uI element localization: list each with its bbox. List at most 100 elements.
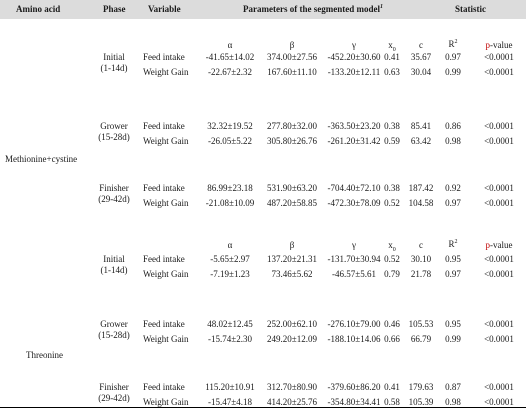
cell-x0: 0.52 — [384, 198, 400, 208]
cell-c: 63.42 — [410, 136, 432, 146]
param-header-gamma: γ — [352, 40, 356, 50]
cell-c: 30.10 — [410, 254, 432, 264]
cell-r2: 0.97 — [445, 269, 461, 279]
cell-c: 105.53 — [408, 319, 434, 329]
param-header-x0: x0 — [388, 40, 396, 53]
cell-beta: 305.80±26.76 — [267, 136, 317, 146]
cell-r2: 0.97 — [445, 198, 461, 208]
cell-variable: Weight Gain — [143, 334, 189, 344]
cell-p: <0.0001 — [484, 319, 514, 329]
cell-alpha: -26.05±5.22 — [208, 136, 252, 146]
cell-r2: 0.92 — [445, 183, 461, 193]
cell-p: <0.0001 — [484, 136, 514, 146]
cell-variable: Weight Gain — [143, 269, 189, 279]
cell-gamma: -363.50±23.20 — [327, 121, 381, 131]
cell-alpha: -5.65±2.97 — [210, 254, 250, 264]
cell-variable: Feed intake — [143, 183, 185, 193]
cell-gamma: -276.10±79.00 — [327, 319, 381, 329]
cell-c: 104.58 — [408, 198, 434, 208]
cell-variable: Weight Gain — [143, 136, 189, 146]
param-header-alpha: α — [227, 40, 233, 50]
cell-alpha: 32.32±19.52 — [207, 121, 253, 131]
param-header-pvalue: p-value — [485, 40, 513, 50]
cell-c: 30.04 — [410, 67, 432, 77]
param-header-beta: β — [289, 40, 295, 50]
cell-beta: 167.60±11.10 — [267, 67, 317, 77]
cell-x0: 0.38 — [384, 183, 400, 193]
header-variable: Variable — [148, 4, 181, 14]
cell-x0: 0.41 — [384, 382, 400, 392]
phase-name: Initial — [103, 52, 125, 62]
param-header-beta: β — [289, 240, 295, 250]
cell-gamma: -354.80±34.41 — [327, 397, 381, 407]
cell-alpha: 48.02±12.45 — [207, 319, 253, 329]
phase-range: (1-14d) — [100, 63, 128, 73]
cell-gamma: -46.57±5.61 — [332, 269, 376, 279]
cell-r2: 0.98 — [445, 136, 461, 146]
cell-x0: 0.66 — [384, 334, 400, 344]
table-header: Amino acid Phase Variable Parameters of … — [0, 0, 526, 19]
cell-beta: 137.20±21.31 — [267, 254, 317, 264]
cell-alpha: -21.08±10.09 — [205, 198, 255, 208]
cell-r2: 0.97 — [445, 52, 461, 62]
phase-range: (15-28d) — [98, 330, 130, 340]
cell-c: 21.78 — [410, 269, 432, 279]
cell-gamma: -131.70±30.94 — [327, 254, 381, 264]
cell-x0: 0.58 — [384, 397, 400, 407]
cell-x0: 0.41 — [384, 52, 400, 62]
cell-c: 66.79 — [410, 334, 432, 344]
cell-beta: 249.20±12.09 — [267, 334, 317, 344]
cell-variable: Feed intake — [143, 121, 185, 131]
cell-gamma: -452.20±30.60 — [327, 52, 381, 62]
cell-r2: 0.98 — [445, 397, 461, 407]
cell-p: <0.0001 — [484, 397, 514, 407]
header-phase: Phase — [103, 4, 126, 14]
header-amino-acid: Amino acid — [16, 4, 61, 14]
cell-beta: 374.00±27.56 — [267, 52, 317, 62]
cell-gamma: -261.20±31.42 — [327, 136, 381, 146]
cell-gamma: -379.60±86.20 — [327, 382, 381, 392]
amino-acid-label: Methionine+cystine — [5, 154, 78, 164]
param-header-c: c — [419, 40, 423, 50]
cell-gamma: -704.40±72.10 — [327, 183, 381, 193]
cell-alpha: -41.65±14.02 — [205, 52, 255, 62]
cell-beta: 277.80±32.00 — [267, 121, 317, 131]
header-parameters: Parameters of the segmented model1 — [243, 4, 383, 14]
phase-name: Finisher — [99, 382, 129, 392]
cell-p: <0.0001 — [484, 67, 514, 77]
cell-alpha: 86.99±23.18 — [207, 183, 253, 193]
cell-r2: 0.99 — [445, 67, 461, 77]
cell-p: <0.0001 — [484, 269, 514, 279]
cell-beta: 312.70±80.90 — [267, 382, 317, 392]
cell-x0: 0.63 — [384, 67, 400, 77]
cell-variable: Weight Gain — [143, 397, 189, 407]
phase-range: (29-42d) — [98, 393, 130, 403]
cell-gamma: -188.10±14.06 — [327, 334, 381, 344]
cell-c: 85.41 — [410, 121, 432, 131]
cell-r2: 0.86 — [445, 121, 461, 131]
cell-beta: 73.46±5.62 — [271, 269, 313, 279]
cell-gamma: -133.20±12.11 — [327, 67, 381, 77]
cell-c: 105.39 — [408, 397, 434, 407]
param-header-gamma: γ — [352, 240, 356, 250]
cell-p: <0.0001 — [484, 183, 514, 193]
cell-alpha: -7.19±1.23 — [210, 269, 250, 279]
cell-alpha: -15.47±4.18 — [208, 397, 252, 407]
phase-range: (15-28d) — [98, 132, 130, 142]
amino-acid-label: Threonine — [26, 350, 63, 360]
cell-p: <0.0001 — [484, 198, 514, 208]
cell-r2: 0.87 — [445, 382, 461, 392]
cell-x0: 0.38 — [384, 121, 400, 131]
cell-gamma: -472.30±78.09 — [327, 198, 381, 208]
cell-c: 35.67 — [410, 52, 432, 62]
cell-beta: 414.20±25.76 — [267, 397, 317, 407]
param-header-alpha: α — [227, 240, 233, 250]
phase-range: (1-14d) — [100, 265, 128, 275]
cell-p: <0.0001 — [484, 121, 514, 131]
cell-variable: Feed intake — [143, 382, 185, 392]
phase-name: Finisher — [99, 183, 129, 193]
cell-r2: 0.95 — [445, 254, 461, 264]
cell-p: <0.0001 — [484, 382, 514, 392]
cell-p: <0.0001 — [484, 52, 514, 62]
cell-alpha: -15.74±2.30 — [208, 334, 252, 344]
